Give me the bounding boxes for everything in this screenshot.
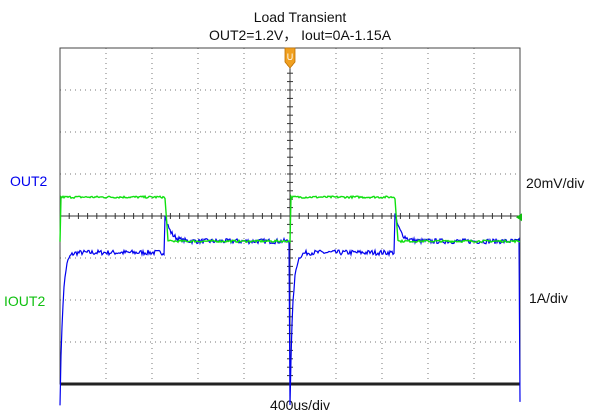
trace-iout2 [59, 193, 521, 244]
iout2-level-marker [516, 213, 522, 222]
scale-label-out2: 20mV/div [526, 175, 585, 191]
scale-label-iout2: 1A/div [529, 290, 568, 306]
trace-out2 [59, 213, 521, 406]
x-scale-label: 400us/div [270, 397, 330, 413]
chart-title: Load Transient [253, 9, 347, 25]
series-label-iout2: IOUT2 [4, 293, 46, 309]
trigger-marker-text: U [287, 52, 294, 62]
series-label-out2: OUT2 [10, 173, 48, 189]
trigger-marker [284, 47, 296, 69]
chart-subtitle: OUT2=1.2V， Iout=0A-1.15A [208, 27, 392, 43]
